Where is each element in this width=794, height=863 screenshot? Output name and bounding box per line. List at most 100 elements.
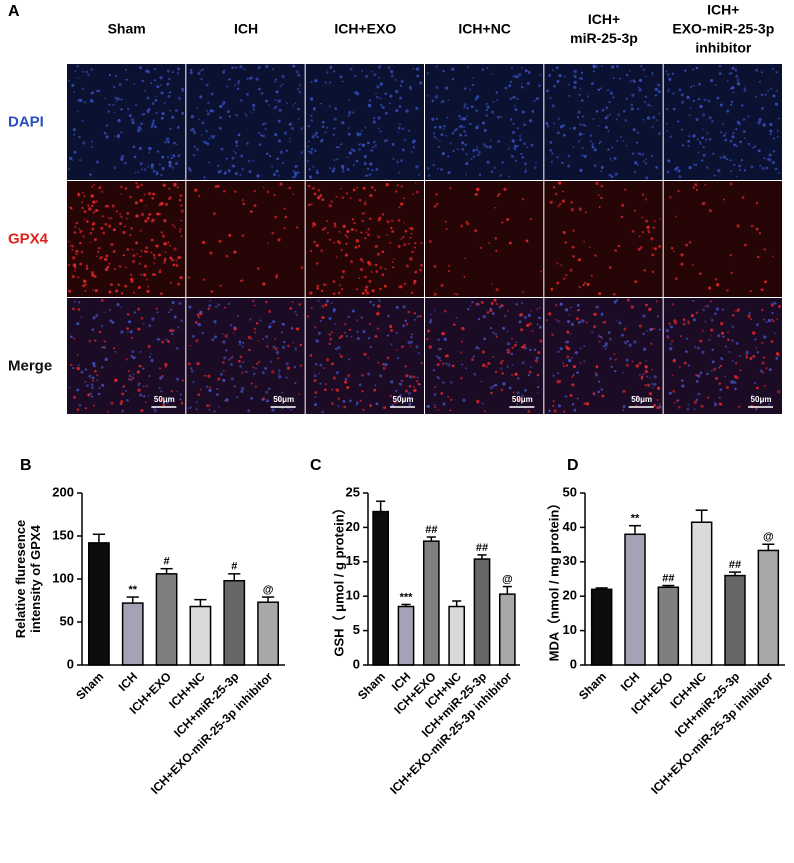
cell	[614, 358, 617, 361]
cell	[283, 227, 286, 230]
cell	[210, 92, 214, 96]
cell	[450, 398, 453, 401]
cell	[395, 332, 398, 334]
cell	[634, 161, 638, 165]
cell	[736, 82, 741, 86]
cell	[213, 320, 217, 324]
cell	[139, 128, 143, 131]
cell	[678, 175, 682, 178]
cell	[688, 135, 691, 138]
cell	[277, 238, 281, 242]
cell	[574, 76, 577, 79]
cell	[743, 137, 746, 139]
cell	[666, 108, 669, 111]
cell	[81, 87, 85, 90]
cell	[320, 289, 324, 293]
cell	[254, 331, 257, 334]
cell	[244, 113, 247, 115]
cell	[456, 148, 459, 151]
cell	[428, 239, 432, 243]
cell	[179, 194, 183, 197]
cell	[762, 371, 765, 374]
cell	[677, 189, 680, 193]
cell	[159, 398, 163, 402]
cell	[250, 210, 253, 213]
cell	[290, 408, 293, 411]
cell	[702, 153, 706, 157]
cell	[658, 328, 661, 331]
cell	[408, 402, 412, 406]
cell	[84, 290, 87, 292]
cell	[735, 341, 739, 345]
cell	[411, 333, 413, 336]
cell	[252, 299, 255, 303]
cell	[595, 181, 599, 186]
cell	[76, 250, 79, 253]
cell	[593, 164, 597, 168]
cell	[352, 188, 356, 192]
cell	[615, 319, 618, 322]
cell	[155, 244, 159, 248]
cell	[314, 79, 318, 83]
cell	[520, 85, 524, 89]
cell	[476, 187, 480, 192]
cell	[83, 279, 87, 283]
cell	[90, 194, 94, 198]
cell	[524, 168, 527, 171]
cell	[330, 402, 334, 405]
cell	[314, 391, 318, 394]
cell	[523, 123, 526, 127]
cell	[135, 214, 139, 218]
cell	[215, 393, 219, 397]
cell	[71, 248, 74, 251]
cell	[356, 186, 359, 189]
cell	[642, 118, 645, 121]
cell	[719, 321, 724, 326]
cell	[653, 382, 657, 387]
cell	[706, 372, 709, 376]
cell	[359, 399, 362, 402]
cell	[771, 67, 775, 71]
cell	[747, 314, 751, 318]
cell	[308, 203, 311, 207]
cell	[707, 99, 711, 103]
cell	[478, 173, 482, 176]
cell	[151, 124, 154, 127]
cell	[114, 351, 117, 353]
cell	[590, 274, 593, 277]
cell	[539, 306, 541, 309]
cell	[715, 278, 718, 281]
cell	[495, 335, 498, 338]
cell	[179, 398, 182, 401]
cell	[370, 70, 373, 73]
cell	[390, 343, 393, 346]
cell	[223, 356, 227, 360]
cell	[237, 133, 241, 137]
cell	[104, 357, 108, 362]
cell	[274, 98, 277, 102]
cell	[324, 303, 328, 307]
cell	[292, 341, 294, 344]
cell	[773, 137, 776, 140]
cell	[713, 402, 716, 405]
cell	[241, 167, 244, 171]
cell	[367, 228, 370, 231]
cell	[485, 108, 488, 112]
cell	[410, 340, 414, 344]
cell	[677, 399, 680, 402]
cell	[234, 140, 239, 144]
cell	[420, 361, 423, 365]
cell	[190, 128, 193, 132]
cell	[557, 404, 562, 408]
cell	[132, 253, 136, 258]
cell	[557, 117, 561, 121]
cell	[555, 319, 558, 321]
cell	[279, 182, 283, 186]
cell	[433, 125, 437, 129]
cell	[144, 219, 148, 223]
cell	[475, 109, 479, 113]
cell	[613, 156, 617, 160]
cell	[586, 282, 590, 286]
cell	[482, 121, 485, 125]
cell	[764, 93, 767, 96]
